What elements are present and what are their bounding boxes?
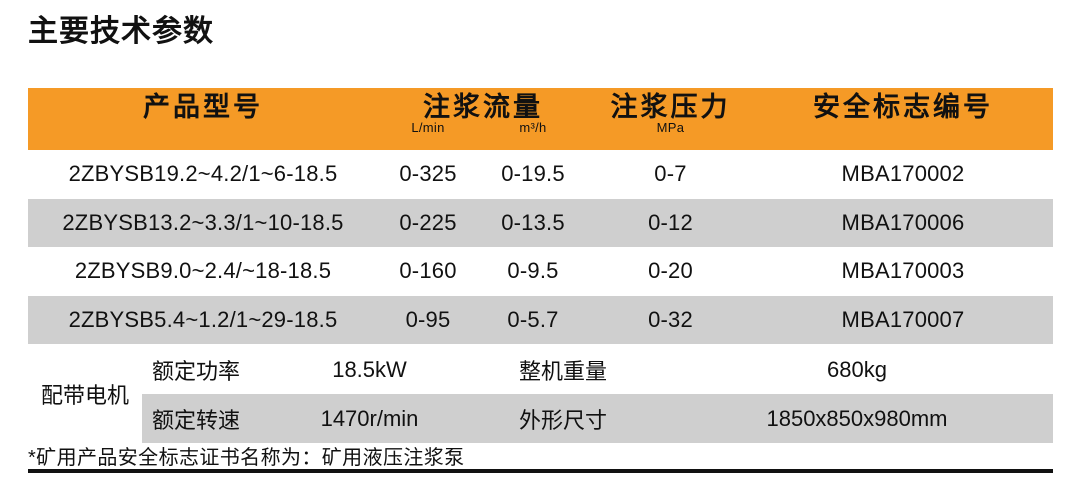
motor-group-label: 配带电机 (28, 345, 142, 443)
motor-spec-block: 配带电机 额定功率 18.5kW 整机重量 680kg 额定转速 1470r/m… (28, 345, 1053, 443)
cell-flow-lmin: 0-160 (399, 258, 457, 284)
motor-rated-power-label: 额定功率 (152, 358, 241, 384)
column-header-pressure-units: MPa (588, 120, 753, 136)
column-header-flow-label: 注浆流量 (423, 92, 543, 122)
cell-model: 2ZBYSB9.0~2.4/~18-18.5 (74, 258, 332, 284)
cell-cert: MBA170006 (841, 209, 965, 235)
cell-flow-m3h: 0-9.5 (507, 258, 559, 284)
page-title: 主要技术参数 (28, 15, 214, 48)
table-row: 2ZBYSB13.2~3.3/1~10-18.5 0-225 0-13.5 0-… (28, 198, 1053, 247)
column-header-flow: 注浆流量 L/min m³/h (378, 88, 588, 135)
motor-spec-row: 额定功率 18.5kW 整机重量 680kg (142, 345, 1053, 394)
cell-model: 2ZBYSB5.4~1.2/1~29-18.5 (68, 306, 338, 332)
column-header-cert-label: 安全标志编号 (813, 92, 993, 122)
motor-spec-row: 额定转速 1470r/min 外形尺寸 1850x850x980mm (142, 394, 1053, 443)
table-header-row: 产品型号 注浆流量 L/min m³/h 注浆压力 MPa 安全标志编号 (28, 88, 1053, 150)
column-header-flow-unit-lmin: L/min (411, 120, 445, 136)
table-row: 2ZBYSB5.4~1.2/1~29-18.5 0-95 0-5.7 0-32 … (28, 295, 1053, 344)
cell-cert: MBA170003 (841, 258, 965, 284)
cell-flow-lmin: 0-325 (399, 161, 457, 187)
machine-dimensions-value: 1850x850x980mm (766, 405, 948, 431)
machine-weight-label: 整机重量 (519, 358, 608, 384)
cell-pressure: 0-20 (648, 258, 693, 284)
column-header-flow-units: L/min m³/h (378, 120, 588, 136)
motor-rated-speed-label: 额定转速 (152, 407, 241, 433)
motor-rated-speed-value: 1470r/min (320, 405, 419, 431)
column-header-pressure-label: 注浆压力 (610, 92, 731, 122)
machine-weight-value: 680kg (827, 356, 887, 382)
cell-cert: MBA170007 (841, 306, 965, 332)
spec-table: 产品型号 注浆流量 L/min m³/h 注浆压力 MPa 安全标志编号 2ZB… (28, 88, 1053, 344)
motor-spec-rows: 额定功率 18.5kW 整机重量 680kg 额定转速 1470r/min 外形… (142, 345, 1053, 443)
column-header-model-label: 产品型号 (143, 92, 263, 122)
cell-model: 2ZBYSB19.2~4.2/1~6-18.5 (68, 161, 338, 187)
column-header-cert: 安全标志编号 (753, 88, 1053, 123)
cell-flow-lmin: 0-225 (399, 209, 457, 235)
table-row: 2ZBYSB9.0~2.4/~18-18.5 0-160 0-9.5 0-20 … (28, 247, 1053, 296)
bottom-divider (28, 469, 1053, 473)
motor-rated-power-value: 18.5kW (332, 356, 407, 382)
footnote: *矿用产品安全标志证书名称为：矿用液压注浆泵 (28, 447, 465, 469)
cell-cert: MBA170002 (841, 161, 965, 187)
cell-pressure: 0-7 (654, 161, 687, 187)
machine-dimensions-label: 外形尺寸 (519, 407, 608, 433)
cell-flow-m3h: 0-13.5 (501, 209, 565, 235)
cell-flow-lmin: 0-95 (405, 306, 451, 332)
column-header-flow-unit-m3h: m³/h (519, 120, 547, 136)
cell-pressure: 0-12 (648, 209, 693, 235)
cell-model: 2ZBYSB13.2~3.3/1~10-18.5 (62, 209, 344, 235)
column-header-pressure-unit-mpa: MPa (656, 120, 685, 136)
cell-flow-m3h: 0-19.5 (501, 161, 565, 187)
table-row: 2ZBYSB19.2~4.2/1~6-18.5 0-325 0-19.5 0-7… (28, 150, 1053, 199)
cell-pressure: 0-32 (648, 306, 693, 332)
column-header-model: 产品型号 (28, 88, 378, 123)
cell-flow-m3h: 0-5.7 (507, 306, 559, 332)
column-header-pressure: 注浆压力 MPa (588, 88, 753, 135)
